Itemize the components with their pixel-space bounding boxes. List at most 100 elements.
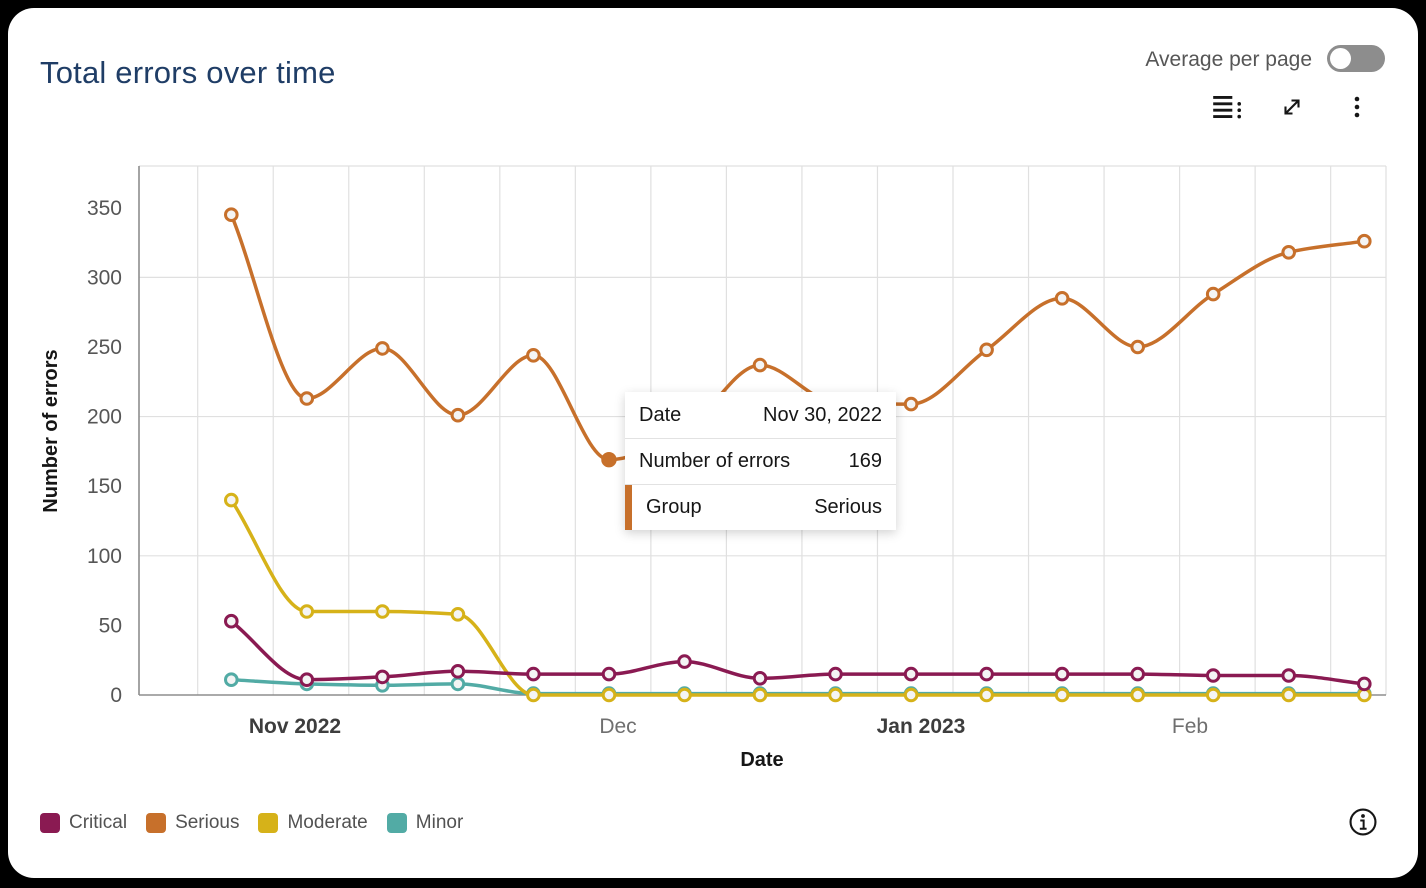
y-tick-label: 200 — [87, 406, 122, 429]
data-point-serious[interactable] — [903, 396, 919, 412]
data-point-serious[interactable] — [1054, 291, 1070, 306]
data-point-critical[interactable] — [375, 669, 390, 685]
data-point-critical[interactable] — [677, 654, 692, 669]
data-point-serious[interactable] — [224, 207, 239, 222]
data-point-minor[interactable] — [450, 676, 466, 692]
y-tick-label: 250 — [87, 336, 122, 359]
legend-item-minor[interactable]: Minor — [386, 812, 464, 834]
legend-label: Critical — [69, 812, 128, 833]
data-point-critical[interactable] — [828, 666, 843, 682]
data-point-serious[interactable] — [1357, 233, 1372, 249]
show-data-button[interactable] — [1208, 88, 1246, 126]
y-axis-title: Number of errors — [40, 349, 62, 512]
data-point-critical[interactable] — [450, 664, 466, 679]
overflow-menu-button[interactable] — [1339, 88, 1377, 126]
data-point-serious[interactable] — [299, 391, 315, 406]
legend-swatch-critical — [40, 813, 60, 833]
data-point-moderate[interactable] — [979, 687, 994, 703]
active-data-point[interactable] — [601, 452, 617, 468]
maximize-button[interactable] — [1274, 88, 1312, 126]
data-point-critical[interactable] — [1054, 666, 1070, 682]
legend-label: Serious — [175, 812, 240, 833]
tooltip-value: Serious — [814, 496, 882, 518]
data-point-critical[interactable] — [299, 672, 315, 688]
data-point-critical[interactable] — [1357, 676, 1372, 692]
data-point-serious[interactable] — [979, 342, 994, 358]
data-point-moderate[interactable] — [1205, 687, 1221, 703]
data-point-moderate[interactable] — [903, 687, 919, 703]
y-tick-label: 150 — [87, 475, 122, 498]
tooltip-label: Number of errors — [639, 450, 791, 472]
data-point-serious[interactable] — [1205, 286, 1221, 302]
legend-label: Minor — [415, 812, 464, 833]
legend-swatch-serious — [146, 813, 167, 833]
x-tick-label: Jan 2023 — [877, 715, 966, 738]
data-point-critical[interactable] — [224, 613, 239, 629]
tooltip-row: Date Nov 30, 2022 — [625, 392, 896, 438]
tooltip-label: Group — [646, 496, 702, 518]
series-line-critical — [230, 619, 1365, 686]
tooltip-row: Group Serious — [625, 484, 896, 530]
data-point-serious[interactable] — [1130, 339, 1145, 355]
average-per-page-label: Average per page — [1145, 48, 1312, 71]
series-line-minor — [231, 677, 1365, 696]
data-point-serious[interactable] — [526, 348, 541, 363]
data-point-moderate[interactable] — [299, 604, 315, 619]
tooltip-value: Nov 30, 2022 — [763, 403, 882, 426]
data-point-moderate[interactable] — [450, 607, 466, 622]
overflow-menu-icon — [1341, 91, 1375, 123]
data-point-critical[interactable] — [526, 666, 541, 682]
info-button[interactable] — [1344, 803, 1382, 841]
data-point-moderate[interactable] — [1130, 687, 1145, 703]
data-point-critical[interactable] — [1205, 668, 1221, 683]
data-point-serious[interactable] — [450, 407, 466, 423]
x-axis-title: Date — [740, 749, 783, 771]
data-point-minor[interactable] — [224, 672, 239, 688]
y-tick-label: 50 — [99, 614, 122, 637]
legend-swatch-minor — [386, 813, 407, 833]
data-point-critical[interactable] — [752, 671, 768, 686]
series-line-moderate — [229, 499, 1365, 697]
legend-item-critical[interactable]: Critical — [40, 812, 127, 834]
chart-tooltip: Date Nov 30, 2022 Number of errors 169 Group… — [625, 392, 896, 530]
data-point-moderate[interactable] — [601, 687, 617, 703]
data-point-serious[interactable] — [752, 357, 768, 373]
tooltip-value: 169 — [848, 450, 882, 472]
data-point-critical[interactable] — [1281, 668, 1296, 683]
data-point-moderate[interactable] — [526, 687, 541, 703]
tooltip-series-color-bar — [625, 485, 632, 530]
tooltip-row: Number of errors 169 — [625, 438, 896, 484]
y-tick-label: 0 — [110, 684, 122, 707]
x-tick-label: Dec — [599, 715, 636, 738]
y-tick-label: 300 — [87, 266, 122, 289]
data-point-moderate[interactable] — [224, 492, 239, 508]
data-point-serious[interactable] — [1281, 245, 1296, 260]
data-point-moderate[interactable] — [677, 687, 692, 703]
chart-legend: Critical Serious Moderate Minor — [40, 812, 463, 834]
data-point-moderate[interactable] — [1281, 687, 1296, 703]
data-point-moderate[interactable] — [752, 687, 768, 703]
show-data-icon — [1210, 90, 1244, 124]
data-point-critical[interactable] — [903, 666, 919, 682]
x-tick-label: Nov 2022 — [249, 715, 341, 738]
legend-item-serious[interactable]: Serious — [146, 812, 239, 834]
maximize-icon — [1276, 91, 1310, 123]
legend-swatch-moderate — [258, 813, 279, 833]
chart-title: Total errors over time — [40, 54, 336, 90]
data-point-moderate[interactable] — [828, 687, 843, 703]
data-point-serious[interactable] — [375, 341, 390, 356]
tooltip-label: Date — [639, 403, 682, 426]
y-tick-label: 100 — [87, 545, 122, 568]
legend-item-moderate[interactable]: Moderate — [258, 812, 368, 834]
toggle-knob — [1330, 48, 1351, 69]
average-per-page-toggle[interactable] — [1327, 45, 1385, 72]
data-point-moderate[interactable] — [1054, 687, 1070, 703]
data-point-moderate[interactable] — [375, 604, 390, 619]
data-point-critical[interactable] — [601, 666, 617, 682]
information-icon — [1344, 808, 1382, 844]
x-tick-label: Feb — [1172, 715, 1208, 738]
data-point-critical[interactable] — [1130, 666, 1145, 682]
legend-label: Moderate — [287, 812, 368, 833]
y-tick-label: 350 — [87, 197, 122, 220]
data-point-critical[interactable] — [979, 666, 994, 682]
